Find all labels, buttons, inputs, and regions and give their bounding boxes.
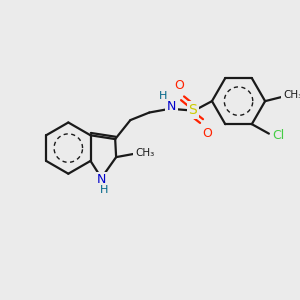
Text: S: S <box>189 103 197 117</box>
Text: N: N <box>97 173 106 186</box>
Text: H: H <box>100 185 109 195</box>
Text: CH₃: CH₃ <box>283 90 300 100</box>
Text: N: N <box>167 100 176 113</box>
Text: H: H <box>158 92 167 101</box>
Text: O: O <box>174 80 184 92</box>
Text: O: O <box>202 127 212 140</box>
Text: Cl: Cl <box>272 129 284 142</box>
Text: CH₃: CH₃ <box>135 148 154 158</box>
